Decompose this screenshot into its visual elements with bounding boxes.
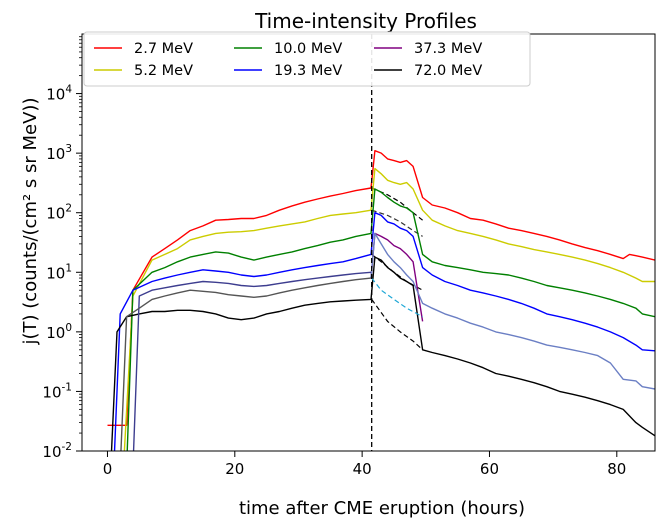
series-line <box>132 271 372 451</box>
legend-label: 19.3 MeV <box>274 63 342 79</box>
series-line <box>126 188 655 451</box>
series-line <box>370 232 424 322</box>
x-tick-label: 40 <box>353 460 372 478</box>
y-tick-label: 104 <box>46 84 72 104</box>
legend-box <box>83 31 531 87</box>
x-tick-label: 60 <box>480 460 499 478</box>
y-tick-label: 10-1 <box>42 381 72 401</box>
series-dashed-line <box>371 277 423 318</box>
series-line <box>110 256 655 451</box>
y-tick-label: 100 <box>46 322 72 342</box>
legend-label: 2.7 MeV <box>134 41 193 57</box>
x-tick-label: 80 <box>607 460 626 478</box>
chart-title: Time-intensity Profiles <box>254 9 477 33</box>
series-dashed-line <box>371 299 424 351</box>
legend-label: 37.3 MeV <box>414 41 482 57</box>
x-tick-label: 20 <box>225 460 244 478</box>
legend-label: 10.0 MeV <box>274 41 342 57</box>
legend: 2.7 MeV 5.2 MeV 10.0 MeV 19.3 MeV 37.3 MeV 72… <box>83 31 531 87</box>
x-tick-label: 0 <box>103 460 113 478</box>
plot-area <box>107 34 655 451</box>
y-tick-label: 101 <box>46 262 72 282</box>
x-axis: 0 20 40 60 80 <box>103 451 626 478</box>
series-dashed-line <box>371 209 423 237</box>
y-axis: 10-2 10-1 100 101 102 103 104 <box>42 36 82 461</box>
y-tick-label: 103 <box>46 143 72 163</box>
x-axis-label: time after CME eruption (hours) <box>239 498 525 519</box>
series-line <box>123 167 655 451</box>
y-axis-label: j(T) (counts/(cm² s sr MeV)) <box>20 98 41 346</box>
legend-label: 5.2 MeV <box>134 63 193 79</box>
legend-label: 72.0 MeV <box>414 63 482 79</box>
series-line <box>370 232 655 390</box>
series-line <box>113 211 655 451</box>
y-tick-label: 102 <box>46 203 72 223</box>
series-line <box>107 149 655 426</box>
series-line <box>120 277 372 451</box>
y-tick-label: 10-2 <box>42 441 72 461</box>
